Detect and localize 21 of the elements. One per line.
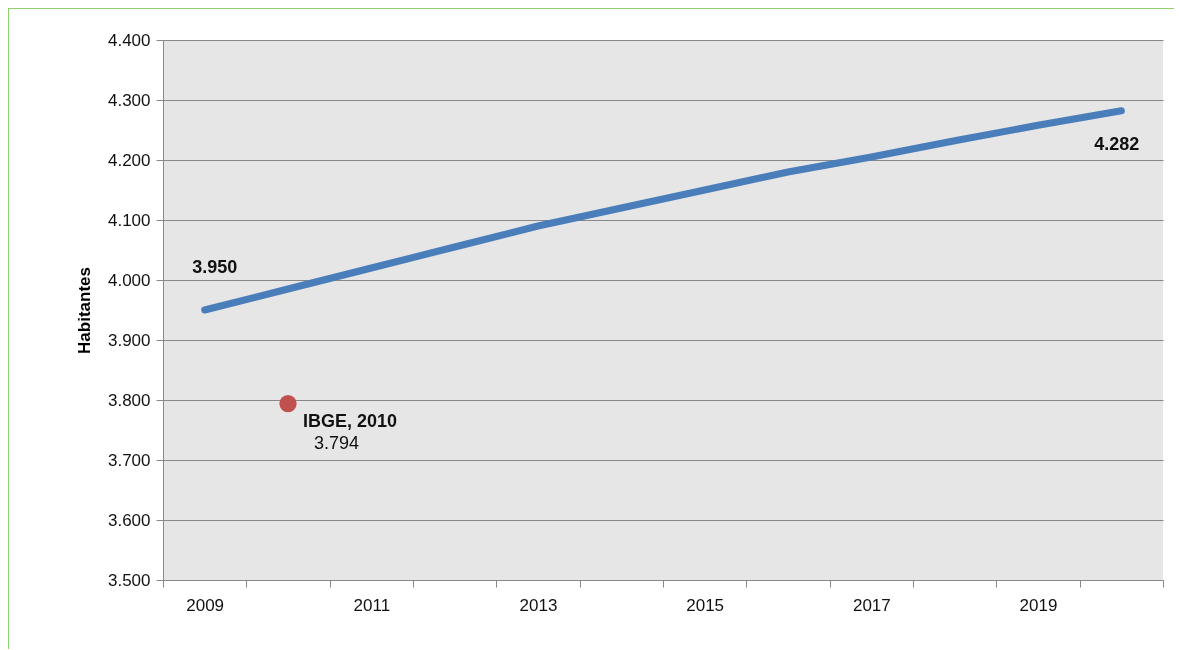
y-tick-label: 3.700 [107, 450, 151, 470]
y-tick-label: 3.900 [107, 330, 151, 350]
y-tick-label: 4.200 [107, 150, 151, 170]
x-tick-label: 2011 [353, 595, 391, 615]
y-tick-label: 3.500 [107, 570, 151, 590]
data-label: 3.950 [192, 257, 238, 277]
data-label: 4.282 [1094, 133, 1140, 154]
y-tick-label: 3.600 [107, 510, 151, 530]
y-tick-label: 4.300 [107, 90, 151, 110]
y-tick-label: 4.400 [107, 30, 151, 50]
y-tick-label: 3.800 [107, 390, 151, 410]
x-tick-label: 2009 [186, 595, 225, 615]
data-label: 3.794 [314, 432, 360, 453]
x-tick-label: 2017 [852, 595, 891, 615]
x-tick-label: 2013 [519, 595, 558, 615]
y-tick-label: 4.000 [107, 270, 151, 290]
x-tick-label: 2019 [1019, 595, 1058, 615]
series-label: IBGE, 2010 [303, 410, 398, 431]
x-tick-label: 2015 [686, 595, 725, 615]
y-tick-label: 4.100 [107, 210, 151, 230]
y-axis-title: Habitantes [74, 267, 94, 354]
